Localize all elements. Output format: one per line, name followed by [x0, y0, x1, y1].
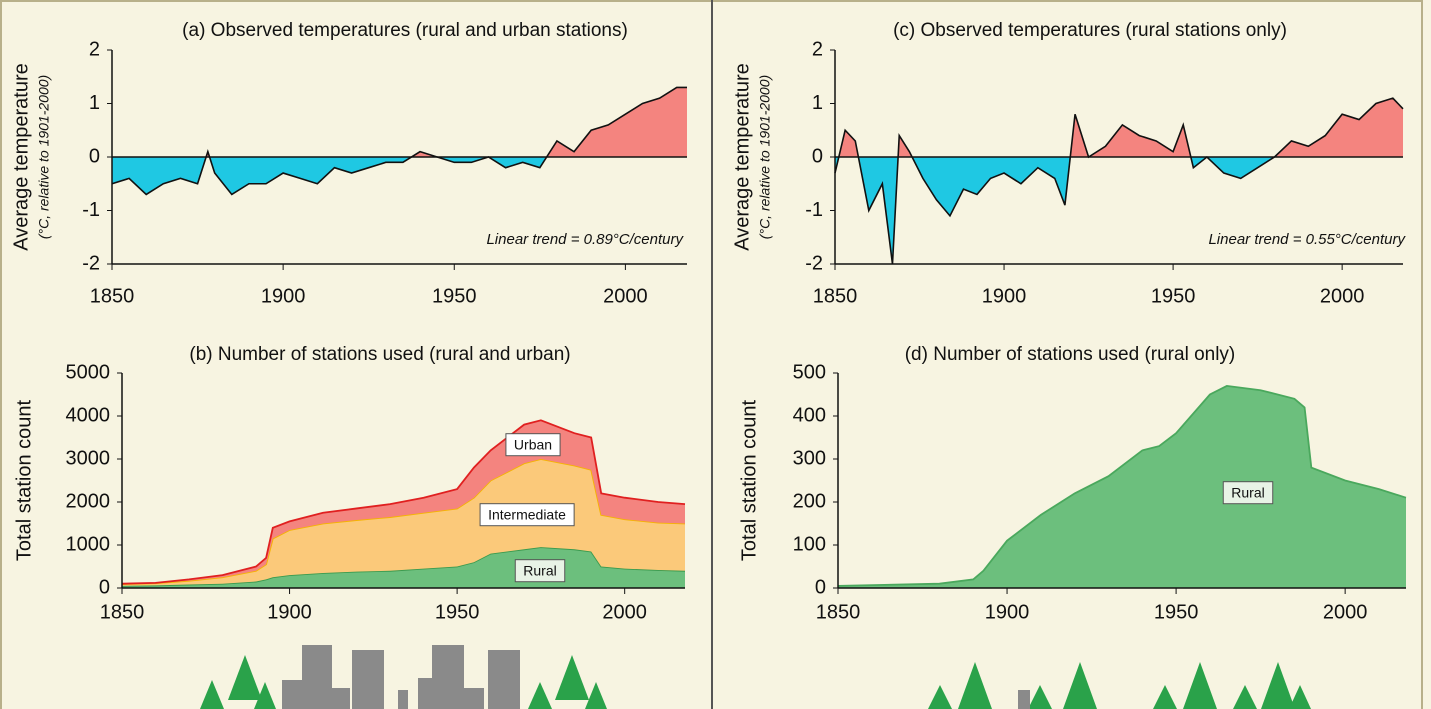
- y-tick-label: -2: [805, 252, 823, 274]
- y-tick-label: 100: [793, 533, 826, 555]
- x-tick-label: 2000: [603, 285, 648, 307]
- temperature-line: [111, 86, 687, 196]
- series-area: [838, 385, 1406, 588]
- x-tick-label: 1950: [1151, 285, 1196, 307]
- x-tick-label: 1950: [1154, 601, 1199, 623]
- y-tick-label: 5000: [66, 361, 111, 383]
- series-label: Rural: [523, 563, 556, 579]
- x-tick-label: 1850: [816, 601, 861, 623]
- series-label-box: [514, 559, 566, 583]
- y-tick-label: 3000: [66, 447, 111, 469]
- x-tick-label: 1900: [985, 601, 1030, 623]
- y-axis-title: Total station count: [738, 399, 760, 561]
- negative-area: [112, 157, 687, 195]
- y-tick-label: -2: [82, 252, 100, 274]
- series-label-box: [1222, 481, 1274, 505]
- y-tick-label: 2: [89, 38, 100, 60]
- y-tick-label: 1: [89, 92, 100, 114]
- y-tick-label: 2: [812, 38, 823, 60]
- series-area: [122, 459, 685, 586]
- y-tick-label: 200: [793, 490, 826, 512]
- y-tick-label: -1: [805, 199, 823, 221]
- chart-title: (c) Observed temperatures (rural station…: [893, 20, 1287, 41]
- series-top-line: [121, 419, 686, 585]
- positive-area: [835, 98, 1403, 157]
- x-tick-label: 2000: [1320, 285, 1365, 307]
- x-tick-label: 1850: [90, 285, 135, 307]
- y-tick-label: 0: [89, 145, 100, 167]
- series-label-box: [505, 433, 561, 457]
- y-tick-label: 4000: [66, 404, 111, 426]
- series-label: Urban: [514, 437, 552, 453]
- y-tick-label: 2000: [66, 490, 111, 512]
- y-tick-label: 1: [812, 92, 823, 114]
- x-tick-label: 1900: [982, 285, 1027, 307]
- annotation: Linear trend = 0.55°C/century: [1208, 231, 1406, 248]
- temperature-line: [834, 97, 1404, 265]
- y-tick-label: -1: [82, 199, 100, 221]
- x-tick-label: 1950: [432, 285, 477, 307]
- y-tick-label: 0: [815, 576, 826, 598]
- series-top-line: [837, 384, 1407, 587]
- y-tick-label: 500: [793, 361, 826, 383]
- y-tick-label: 300: [793, 447, 826, 469]
- y-tick-label: 1000: [66, 533, 111, 555]
- x-tick-label: 1950: [435, 601, 480, 623]
- series-label: Rural: [1231, 485, 1264, 501]
- y-axis-title: Average temperature: [10, 63, 32, 251]
- x-tick-label: 1850: [813, 285, 858, 307]
- series-label-box: [479, 503, 575, 527]
- negative-area: [835, 157, 1403, 264]
- y-tick-label: 400: [793, 404, 826, 426]
- y-tick-label: 0: [99, 576, 110, 598]
- x-tick-label: 2000: [602, 601, 647, 623]
- x-tick-label: 1900: [267, 601, 312, 623]
- x-tick-label: 1900: [261, 285, 306, 307]
- y-axis-subtitle: (°C, relative to 1901-2000): [757, 75, 773, 239]
- y-axis-subtitle: (°C, relative to 1901-2000): [36, 75, 52, 239]
- y-axis-title: Total station count: [13, 399, 35, 561]
- annotation: Linear trend = 0.89°C/century: [486, 231, 684, 248]
- series-label: Intermediate: [488, 507, 566, 523]
- decoration: [200, 645, 1311, 709]
- y-axis-title: Average temperature: [731, 63, 753, 251]
- positive-area: [112, 87, 687, 157]
- chart-title: (a) Observed temperatures (rural and urb…: [182, 20, 628, 41]
- x-tick-label: 1850: [100, 601, 145, 623]
- chart-title: (b) Number of stations used (rural and u…: [189, 344, 570, 365]
- x-tick-label: 2000: [1323, 601, 1368, 623]
- y-tick-label: 0: [812, 145, 823, 167]
- chart-title: (d) Number of stations used (rural only): [905, 344, 1236, 365]
